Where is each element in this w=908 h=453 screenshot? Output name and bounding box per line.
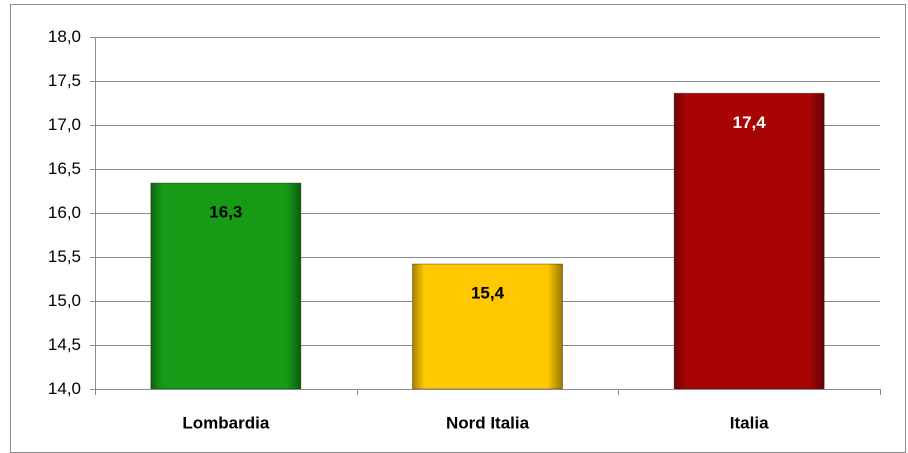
y-tick-label: 17,5 bbox=[48, 71, 81, 90]
y-tick-label: 14,5 bbox=[48, 335, 81, 354]
y-tick-label: 16,0 bbox=[48, 203, 81, 222]
y-tick-label: 14,0 bbox=[48, 379, 81, 398]
y-tick-label: 15,5 bbox=[48, 247, 81, 266]
bar-shade bbox=[674, 93, 825, 389]
y-tick-label: 16,5 bbox=[48, 159, 81, 178]
bar-shade bbox=[150, 183, 301, 389]
x-tick-label: Nord Italia bbox=[446, 413, 530, 432]
value-label: 17,4 bbox=[733, 113, 767, 132]
x-tick-label: Lombardia bbox=[182, 413, 269, 432]
value-label: 16,3 bbox=[209, 203, 242, 222]
value-label: 15,4 bbox=[471, 284, 505, 303]
bar-shade bbox=[412, 264, 563, 389]
x-tick-label: Italia bbox=[730, 413, 769, 432]
y-tick-label: 15,0 bbox=[48, 291, 81, 310]
y-tick-label: 17,0 bbox=[48, 115, 81, 134]
y-tick-label: 18,0 bbox=[48, 27, 81, 46]
